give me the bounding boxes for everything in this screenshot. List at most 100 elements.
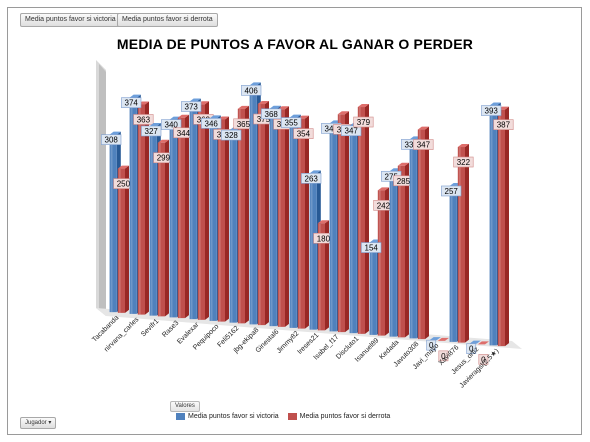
bar-derrota-7 [257, 104, 265, 326]
data-label-victoria-8-box [261, 108, 282, 120]
bar-derrota-2-side [165, 139, 169, 317]
bar-derrota-9 [297, 118, 305, 329]
data-label-victoria-4-box [181, 101, 202, 112]
bar-victoria-5-top [209, 115, 221, 119]
bar-derrota-8-top [277, 106, 289, 110]
bar-victoria-16-top [429, 337, 441, 341]
bar-derrota-1-side [145, 101, 149, 315]
bar-victoria-1-highlight [130, 97, 133, 314]
bar-victoria-2 [149, 126, 157, 316]
bar-derrota-5 [217, 119, 225, 322]
bar-victoria-3-top [169, 116, 181, 120]
data-label-derrota-14: 285 [397, 177, 411, 186]
legend-item-victoria: Media puntos favor si victoria [176, 413, 279, 420]
bar-victoria-11-highlight [330, 123, 333, 332]
bar-victoria-19 [489, 105, 497, 346]
bar-victoria-2-highlight [150, 126, 153, 316]
bar-derrota-6-top [237, 105, 249, 109]
data-label-victoria-1-box [121, 97, 142, 108]
bar-derrota-10 [317, 223, 325, 331]
data-label-derrota-17-box [453, 156, 474, 168]
data-label-victoria-10: 263 [305, 174, 319, 183]
bar-derrota-7-highlight [258, 104, 261, 326]
bar-derrota-1-highlight [138, 104, 141, 315]
category-label-19: Javieragsl(2,5★) [458, 347, 501, 390]
bar-victoria-15-highlight [410, 139, 413, 339]
bar-derrota-12 [357, 107, 365, 334]
bar-victoria-6 [229, 130, 237, 323]
data-label-derrota-19-box [493, 119, 514, 130]
bar-derrota-16-top [437, 337, 449, 341]
bar-derrota-1 [137, 104, 145, 315]
bar-derrota-14-top [397, 162, 409, 166]
bar-derrota-6-highlight [238, 108, 241, 324]
bar-derrota-4-highlight [198, 104, 201, 320]
data-label-derrota-1: 363 [137, 115, 151, 124]
data-label-derrota-16-box [438, 350, 449, 362]
legend-swatch-victoria [176, 413, 185, 420]
data-label-victoria-15: 330 [405, 140, 419, 149]
bar-derrota-19-side [505, 106, 509, 347]
data-label-derrota-1-box [133, 114, 154, 125]
bar-victoria-4 [189, 101, 197, 320]
data-label-victoria-7: 406 [245, 86, 259, 95]
bar-derrota-14-highlight [398, 165, 401, 338]
bar-victoria-10 [309, 173, 317, 330]
bar-derrota-11 [337, 114, 345, 333]
data-label-derrota-13: 242 [377, 201, 391, 210]
bar-victoria-8 [269, 108, 277, 327]
bar-derrota-0 [117, 168, 125, 313]
bar-derrota-8-side [285, 106, 289, 327]
row-field-dropdown[interactable]: Jugador ▾ [20, 417, 57, 429]
data-label-victoria-11: 349 [325, 124, 339, 133]
data-label-derrota-12: 379 [357, 118, 371, 127]
data-label-derrota-9: 354 [297, 130, 311, 139]
bar-victoria-10-highlight [310, 173, 313, 330]
data-label-victoria-2-box [141, 125, 162, 137]
bar-victoria-13-highlight [370, 242, 373, 335]
bar-victoria-0-top [109, 131, 121, 135]
data-label-victoria-12-box [341, 125, 362, 137]
bar-derrota-4-side [205, 101, 209, 320]
data-label-victoria-6: 328 [225, 131, 239, 140]
data-label-derrota-7: 375 [257, 115, 271, 124]
bar-derrota-13-side [385, 187, 389, 336]
bar-victoria-5 [209, 118, 217, 321]
data-label-victoria-16: 0 [429, 341, 434, 350]
data-label-victoria-2: 327 [145, 127, 159, 136]
data-label-derrota-0: 250 [117, 180, 131, 189]
bar-victoria-0-highlight [110, 134, 113, 313]
bar-victoria-1 [129, 97, 137, 314]
data-label-derrota-17: 322 [457, 158, 471, 167]
data-label-derrota-12-box [353, 116, 374, 128]
bar-victoria-19-top [489, 102, 501, 106]
bar-victoria-17 [449, 185, 457, 342]
bar-derrota-2-highlight [158, 142, 161, 317]
data-label-victoria-19-box [481, 105, 502, 116]
chevron-down-icon: ▾ [48, 420, 52, 426]
bar-derrota-2 [157, 142, 165, 317]
bar-derrota-12-highlight [358, 107, 361, 334]
bar-derrota-3-top [177, 114, 189, 118]
bar-derrota-15-top [417, 126, 429, 130]
bar-victoria-7 [249, 85, 257, 325]
data-label-derrota-6: 365 [237, 120, 251, 129]
data-label-victoria-6-box [221, 129, 242, 141]
category-label-2: Sevifr1 [140, 318, 160, 338]
bar-derrota-10-highlight [318, 223, 321, 331]
bar-derrota-4 [197, 104, 205, 320]
values-field-button[interactable]: Valores [170, 401, 200, 412]
bar-derrota-7-side [265, 101, 269, 326]
bar-derrota-13-top [377, 187, 389, 191]
data-label-victoria-18-box [466, 343, 477, 354]
bar-derrota-13-highlight [378, 190, 381, 336]
data-label-victoria-18: 0 [469, 345, 474, 354]
category-label-3: Rase3 [161, 320, 180, 339]
bar-victoria-3 [169, 119, 177, 318]
field-button-derrota[interactable]: Media puntos favor si derrota [117, 13, 218, 27]
legend-label-victoria: Media puntos favor si victoria [188, 413, 279, 420]
bar-derrota-11-highlight [338, 114, 341, 333]
legend: Media puntos favor si victoria Media pun… [176, 413, 399, 420]
bar-derrota-12-side [365, 104, 369, 334]
data-label-derrota-15: 347 [417, 141, 431, 150]
